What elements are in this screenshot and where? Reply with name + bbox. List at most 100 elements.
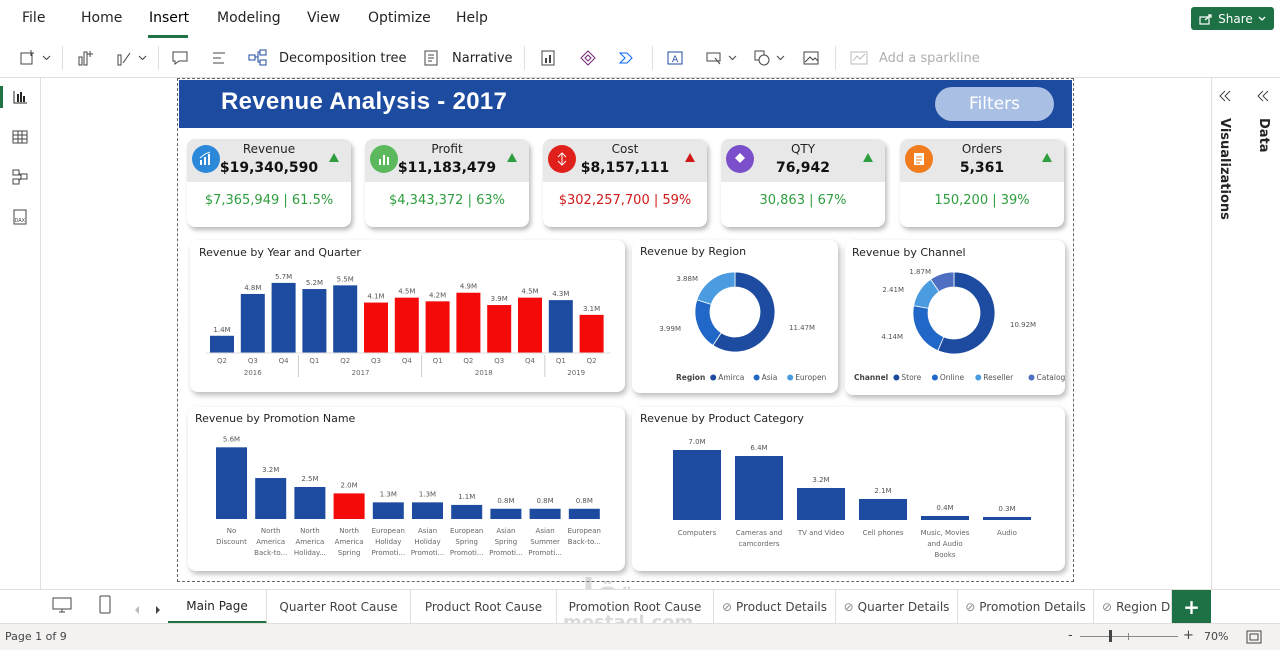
image-icon[interactable]	[801, 48, 821, 68]
add-page-button[interactable]: +	[1172, 590, 1211, 624]
product-chart-card[interactable]: Revenue by Product Category 7.0M Computer…	[632, 407, 1065, 571]
paginated-report-icon[interactable]	[538, 48, 558, 68]
kpi-subvalue: $7,365,949 | 61.5%	[204, 193, 334, 208]
decomposition-tree-icon[interactable]	[248, 48, 268, 68]
tick-label: Q3	[371, 357, 381, 365]
power-automate-icon[interactable]	[617, 48, 637, 68]
data-label: 5.5M	[337, 275, 354, 283]
boxes-icon	[726, 145, 754, 173]
report-title: Revenue Analysis - 2017	[221, 88, 508, 115]
dax-query-icon[interactable]: DAX	[11, 208, 29, 230]
scroll-left-icon[interactable]	[133, 600, 141, 619]
menu-modeling[interactable]: Modeling	[217, 10, 281, 26]
table-view-icon[interactable]	[11, 128, 29, 150]
menu-file[interactable]: File	[22, 10, 46, 26]
share-button[interactable]: Share	[1191, 7, 1274, 30]
data-pane-label[interactable]: Data	[1256, 118, 1271, 153]
page-tab-quarter-details[interactable]: ⊘ Quarter Details	[836, 590, 958, 624]
text-box-icon[interactable]: A	[665, 48, 685, 68]
promotion-chart-card[interactable]: Revenue by Promotion Name 5.6M No Discount…	[188, 407, 625, 571]
tick-label: Audio	[997, 529, 1017, 537]
visualizations-pane-label[interactable]: Visualizations	[1217, 118, 1232, 220]
kpi-label: Orders	[961, 142, 1003, 156]
decomposition-tree-label[interactable]: Decomposition tree	[279, 51, 407, 66]
year-quarter-chart-card[interactable]: Revenue by Year and Quarter 1.4M Q2 4.8M Q3…	[190, 240, 625, 392]
key-influencers-icon[interactable]	[209, 48, 229, 68]
expand-data-icon[interactable]	[1256, 88, 1270, 107]
menu-home[interactable]: Home	[81, 10, 123, 26]
toolbar-divider	[835, 46, 836, 70]
tick-label: Q1	[556, 357, 566, 365]
chart-title: Revenue by Channel	[852, 246, 966, 259]
model-view-icon[interactable]	[11, 168, 29, 190]
shapes-icon[interactable]	[752, 48, 772, 68]
page-tab-product-details[interactable]: ⊘ Product Details	[714, 590, 836, 624]
share-icon	[1199, 13, 1212, 25]
page-tab-label: Quarter Root Cause	[279, 600, 398, 614]
narrative-icon[interactable]	[421, 48, 441, 68]
zoom-slider-thumb[interactable]	[1109, 630, 1112, 642]
chevron-down-icon[interactable]	[136, 48, 148, 68]
tick-label: Promoti...	[450, 549, 484, 557]
title-banner	[179, 80, 1072, 128]
donut-slice	[912, 305, 945, 352]
hidden-page-icon: ⊘	[1102, 600, 1113, 614]
desktop-layout-icon[interactable]	[52, 596, 72, 618]
menu-optimize[interactable]: Optimize	[368, 10, 431, 26]
data-label: 4.9M	[460, 283, 477, 291]
menu-view[interactable]: View	[307, 10, 341, 26]
expand-visualizations-icon[interactable]	[1218, 88, 1232, 107]
year-label: 2019	[567, 369, 585, 377]
fit-to-page-icon[interactable]	[1246, 629, 1262, 648]
scroll-right-icon[interactable]	[154, 600, 162, 619]
chart-title: Revenue by Year and Quarter	[199, 246, 361, 259]
kpi-label: QTY	[790, 142, 816, 156]
zoom-slider[interactable]	[1080, 636, 1178, 637]
donut-slice	[930, 271, 955, 293]
data-label: 6.4M	[750, 444, 767, 452]
filters-button[interactable]: Filters	[935, 87, 1054, 121]
slice-label: 11.47M	[789, 324, 815, 332]
tick-label: Books	[934, 551, 955, 559]
bar	[255, 478, 287, 519]
chart-title: Revenue by Region	[640, 245, 747, 258]
zoom-in-button[interactable]: +	[1183, 628, 1194, 643]
chevron-down-icon[interactable]	[40, 48, 52, 68]
report-view-icon[interactable]	[11, 88, 29, 110]
page-tab-promotion-details[interactable]: ⊘ Promotion Details	[958, 590, 1094, 624]
bar	[529, 508, 561, 519]
active-menu-indicator	[148, 35, 188, 38]
zoom-out-button[interactable]: -	[1068, 628, 1073, 643]
tick-label: Q2	[340, 357, 350, 365]
data-label: 5.6M	[223, 435, 240, 443]
narrative-label[interactable]: Narrative	[452, 51, 513, 66]
data-label: 4.3M	[552, 290, 569, 298]
menu-help[interactable]: Help	[456, 10, 488, 26]
chart-title: Revenue by Product Category	[640, 412, 804, 425]
menu-insert[interactable]: Insert	[149, 10, 190, 26]
page-tab-quarter-root-cause[interactable]: Quarter Root Cause	[267, 590, 411, 624]
add-visual-icon[interactable]	[75, 48, 95, 68]
qa-icon[interactable]	[170, 48, 190, 68]
page-tab-main[interactable]: Main Page	[168, 590, 267, 624]
bar	[333, 285, 358, 353]
build-visual-icon[interactable]	[114, 48, 134, 68]
chevron-down-icon[interactable]	[726, 48, 738, 68]
bar	[983, 517, 1031, 520]
data-label: 2.5M	[301, 475, 318, 483]
data-label: 3.2M	[812, 476, 829, 484]
mobile-layout-icon[interactable]	[99, 595, 111, 619]
power-apps-icon[interactable]	[578, 48, 598, 68]
channel-chart-card[interactable]: Revenue by Channel 10.92M 4.14M 2.41M 1.87M…	[845, 240, 1065, 395]
tick-label: Music, Movies	[921, 529, 970, 537]
chevron-down-icon[interactable]	[774, 48, 786, 68]
bar	[372, 502, 404, 519]
data-label: 1.3M	[380, 490, 397, 498]
buttons-icon[interactable]	[704, 48, 724, 68]
page-tab-product-root-cause[interactable]: Product Root Cause	[411, 590, 557, 624]
page-tab-promotion-root-cause[interactable]: Promotion Root Cause	[557, 590, 714, 624]
region-chart-card[interactable]: Revenue by Region 11.47M 3.99M 3.88M Region…	[632, 240, 838, 393]
page-tab-region-details[interactable]: ⊘ Region De	[1094, 590, 1172, 624]
donut-slice	[937, 271, 996, 355]
new-visual-icon[interactable]	[18, 48, 38, 68]
